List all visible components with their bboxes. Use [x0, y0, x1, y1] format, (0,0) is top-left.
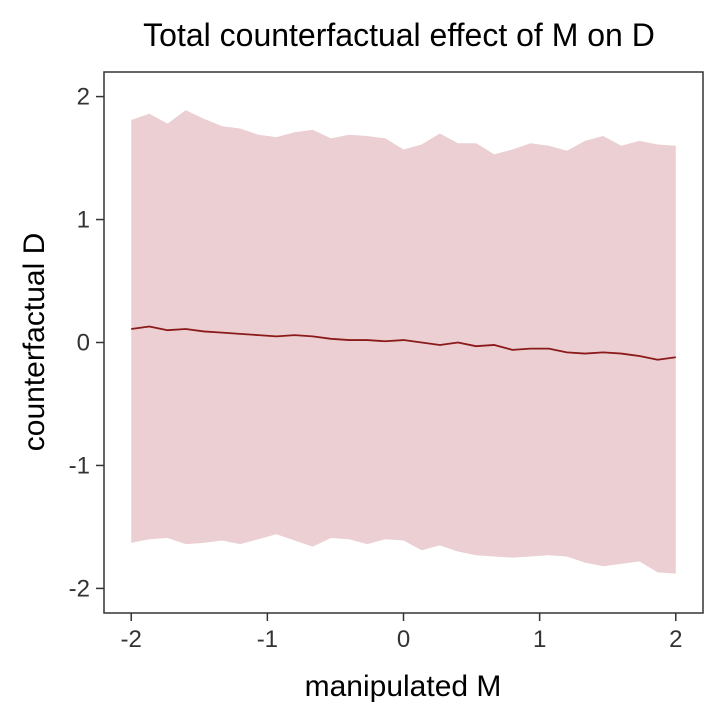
y-tick-label: 2 [77, 84, 90, 111]
y-tick-label: 1 [77, 207, 90, 234]
y-tick-label: -2 [69, 575, 90, 602]
y-axis: -2 -1 0 1 2 [69, 84, 104, 602]
x-tick-label: -2 [121, 626, 142, 653]
uncertainty-band [131, 110, 676, 574]
x-tick-label: -1 [257, 626, 278, 653]
series-line [131, 325, 676, 361]
y-axis-label: counterfactual D [18, 233, 51, 451]
x-axis-label: manipulated M [305, 670, 502, 703]
y-tick-label: 0 [77, 330, 90, 357]
x-tick-label: 0 [397, 626, 410, 653]
x-tick-label: 2 [669, 626, 682, 653]
x-tick-label: 1 [533, 626, 546, 653]
y-tick-label: -1 [69, 452, 90, 479]
chart-title: Total counterfactual effect of M on D [143, 17, 655, 53]
plot-area [131, 110, 676, 574]
x-axis: -2 -1 0 1 2 [121, 613, 682, 653]
